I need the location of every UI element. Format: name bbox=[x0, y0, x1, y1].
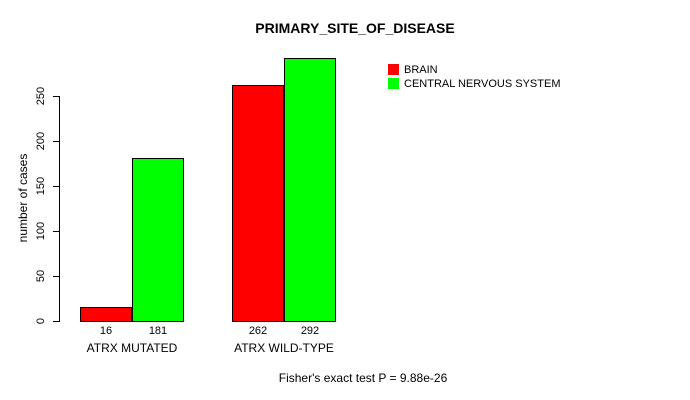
y-axis-tick bbox=[53, 231, 59, 232]
legend-label: BRAIN bbox=[404, 63, 438, 76]
y-axis-tick-label: 150 bbox=[35, 176, 47, 196]
bar bbox=[132, 158, 184, 322]
stat-test-caption: Fisher's exact test P = 9.88e-26 bbox=[278, 371, 448, 385]
chart-title: PRIMARY_SITE_OF_DISEASE bbox=[255, 20, 455, 36]
bar bbox=[232, 85, 284, 322]
y-axis-tick-label: 100 bbox=[35, 221, 47, 241]
y-axis-tick bbox=[53, 186, 59, 187]
bar-value-label: 262 bbox=[248, 325, 268, 337]
legend-label: CENTRAL NERVOUS SYSTEM bbox=[404, 77, 561, 90]
legend: BRAIN CENTRAL NERVOUS SYSTEM bbox=[388, 64, 560, 92]
y-axis-tick bbox=[53, 321, 59, 322]
y-axis-tick-label: 250 bbox=[35, 86, 47, 106]
y-axis-tick bbox=[53, 141, 59, 142]
bar bbox=[80, 307, 132, 322]
legend-row: BRAIN bbox=[388, 63, 560, 76]
category-label: ATRX MUTATED bbox=[86, 341, 178, 355]
bar-value-label: 16 bbox=[99, 325, 113, 337]
bar bbox=[284, 58, 336, 322]
y-axis-tick-label: 0 bbox=[35, 317, 47, 325]
category-label: ATRX WILD-TYPE bbox=[234, 341, 334, 355]
bar-value-label: 292 bbox=[300, 325, 320, 337]
y-axis-tick bbox=[53, 96, 59, 97]
legend-row: CENTRAL NERVOUS SYSTEM bbox=[388, 77, 561, 90]
y-axis-tick-label: 50 bbox=[35, 269, 47, 283]
y-axis-line bbox=[59, 96, 60, 322]
y-axis-tick bbox=[53, 276, 59, 277]
y-axis-label: number of cases bbox=[16, 153, 30, 243]
bar-value-label: 181 bbox=[148, 325, 168, 337]
y-axis-tick-label: 200 bbox=[35, 131, 47, 151]
legend-swatch bbox=[388, 78, 399, 89]
legend-swatch bbox=[388, 64, 399, 75]
